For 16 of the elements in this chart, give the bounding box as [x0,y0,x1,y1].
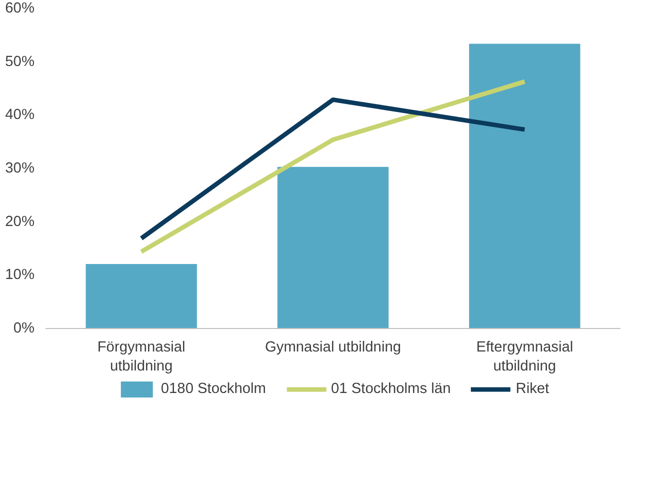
legend-label: 0180 Stockholm [160,381,266,397]
bar [277,166,389,328]
x-tick-label: Förgymnasial utbildning [97,340,186,375]
y-tick-label: 60% [5,0,35,16]
y-tick-label: 50% [5,54,35,70]
y-tick-label: 30% [5,160,35,176]
y-tick-label: 20% [5,214,35,230]
y-tick-label: 0% [13,320,35,336]
x-tick-label: Gymnasial utbildning [264,340,402,356]
bar [469,44,580,328]
legend-label: 01 Stockholms län [330,381,451,397]
x-tick-label: Eftergymnasial utbildning [476,340,574,375]
y-tick-label: 40% [5,107,35,124]
bar [86,264,197,328]
y-tick-label: 10% [5,267,35,284]
legend-label: Riket [516,381,550,397]
